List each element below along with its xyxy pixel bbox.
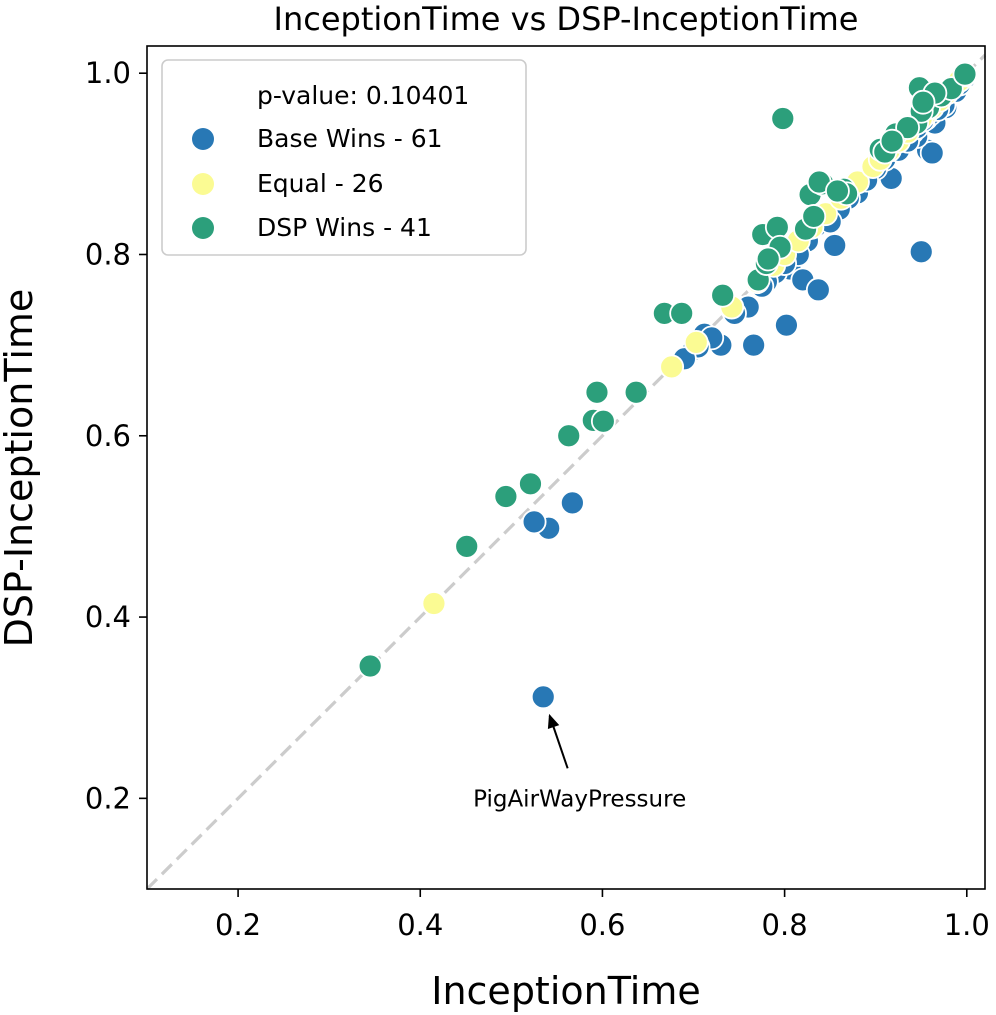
chart-title: InceptionTime vs DSP-InceptionTime — [274, 0, 859, 38]
y-tick-label: 0.6 — [85, 419, 131, 453]
data-point-dsp-wins-8 — [623, 379, 649, 405]
data-point-base-wins-12 — [805, 277, 831, 303]
data-point-dsp-wins-10 — [669, 301, 695, 326]
legend-label-dsp-wins: DSP Wins - 41 — [257, 213, 432, 242]
data-point-dsp-wins-6 — [590, 408, 616, 434]
y-tick-label: 0.2 — [85, 781, 131, 815]
plot-frame — [146, 45, 986, 890]
data-point-dsp-wins-39 — [755, 246, 781, 272]
data-point-equal-0 — [421, 591, 447, 616]
data-point-base-wins-2 — [559, 490, 585, 516]
data-point-base-wins-7 — [741, 332, 767, 358]
x-tick-label: 0.4 — [397, 908, 443, 942]
annotation-label: PigAirWayPressure — [473, 786, 686, 812]
x-axis-ticks: 0.2 0.4 0.6 0.8 1.0 — [215, 889, 990, 942]
data-point-dsp-wins-3 — [518, 471, 543, 497]
reference-diagonal-line — [145, 53, 987, 891]
data-point-dsp-wins-11 — [710, 282, 736, 308]
legend-title: p-value: 0.10401 — [257, 81, 469, 110]
annotation-group: PigAirWayPressure — [473, 713, 686, 812]
x-tick-label: 0.8 — [762, 908, 808, 942]
legend-label-base-wins: Base Wins - 61 — [257, 124, 443, 153]
legend-marker-base-wins — [192, 128, 214, 150]
x-tick-label: 0.2 — [215, 908, 261, 942]
data-point-dsp-wins-4 — [556, 423, 582, 449]
data-point-dsp-wins-35 — [879, 128, 905, 154]
data-point-base-wins-0 — [530, 684, 556, 710]
data-point-dsp-wins-37 — [801, 204, 827, 229]
data-point-dsp-wins-40 — [910, 89, 936, 115]
legend-box — [161, 59, 527, 256]
data-point-base-wins-18 — [908, 239, 934, 265]
data-point-dsp-wins-34 — [895, 115, 920, 140]
y-tick-label: 0.8 — [85, 237, 131, 271]
y-tick-label: 0.4 — [85, 600, 131, 634]
data-points-group — [357, 61, 978, 710]
data-point-dsp-wins-16 — [770, 106, 796, 131]
y-axis-label: DSP-InceptionTime — [0, 289, 41, 648]
legend-label-equal: Equal - 26 — [257, 169, 384, 198]
data-point-equal-2 — [683, 330, 709, 355]
data-point-equal-1 — [659, 354, 685, 380]
x-tick-label: 0.6 — [579, 908, 625, 942]
data-point-dsp-wins-36 — [825, 178, 850, 204]
y-tick-label: 1.0 — [85, 56, 131, 90]
data-point-base-wins-9 — [774, 312, 799, 338]
data-point-dsp-wins-2 — [493, 484, 519, 509]
data-point-dsp-wins-7 — [584, 379, 610, 405]
annotation-arrow-head — [547, 713, 560, 730]
x-tick-label: 1.0 — [944, 908, 990, 942]
reference-diagonal-group — [145, 53, 987, 891]
data-point-base-wins-20 — [919, 140, 945, 166]
legend-marker-dsp-wins — [192, 217, 214, 239]
data-point-dsp-wins-0 — [357, 653, 383, 679]
legend: p-value: 0.10401 Base Wins - 61 Equal - … — [161, 59, 527, 256]
data-point-base-wins-13 — [822, 233, 848, 258]
legend-marker-equal — [192, 173, 214, 195]
data-point-dsp-wins-1 — [454, 533, 480, 559]
data-point-base-wins-3 — [521, 509, 547, 535]
x-axis-label: InceptionTime — [431, 969, 700, 1013]
data-point-dsp-wins-31 — [952, 61, 978, 87]
y-axis-ticks: 0.2 0.4 0.6 0.8 1.0 — [85, 56, 147, 815]
